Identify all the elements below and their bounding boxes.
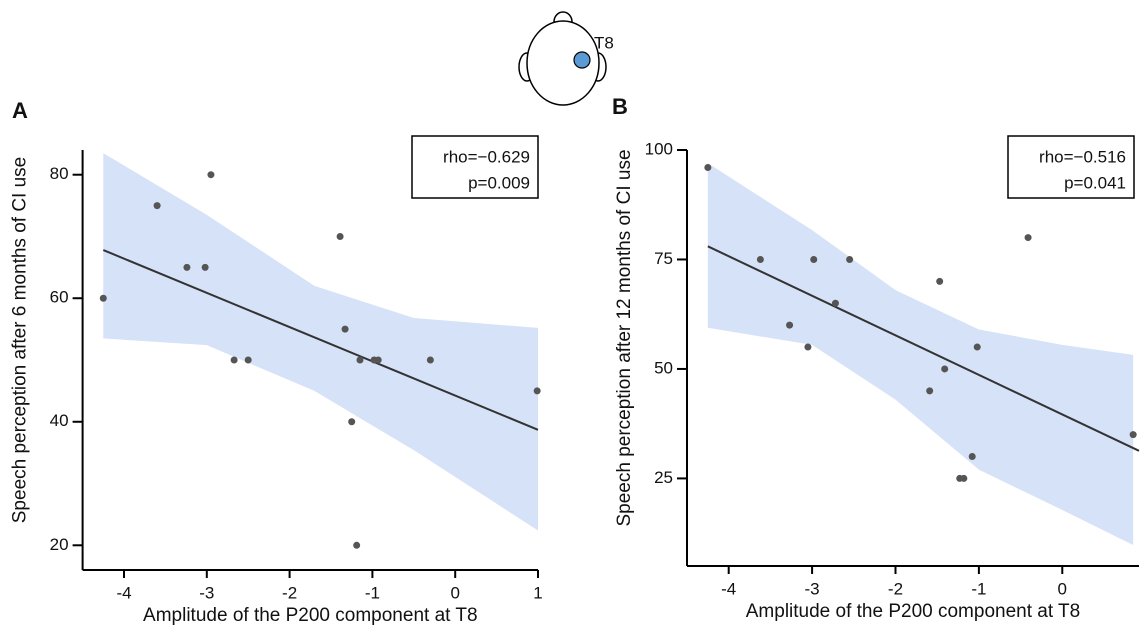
data-point xyxy=(99,294,107,302)
scatter-panel: 25 50 75 100 -4 -3 -2 -1 0 Amplitude of the P200 … xyxy=(612,94,1140,622)
stats-box xyxy=(1007,135,1135,199)
data-point xyxy=(244,356,252,364)
x-tick-label: -2 xyxy=(888,579,903,598)
x-axis-label: Amplitude of the P200 component at T8 xyxy=(143,605,477,626)
data-point xyxy=(230,356,238,364)
data-point xyxy=(348,418,356,426)
data-point xyxy=(341,325,349,333)
panel-label: A xyxy=(12,98,28,123)
x-tick-label: 0 xyxy=(1058,579,1067,598)
x-tick-label: -4 xyxy=(721,579,736,598)
panel-label: B xyxy=(612,94,628,119)
data-point xyxy=(846,255,854,263)
electrode xyxy=(573,51,591,69)
data-point xyxy=(804,343,812,351)
head xyxy=(526,20,600,106)
x-tick-label: -3 xyxy=(199,583,214,602)
y-tick-label: 20 xyxy=(50,535,69,554)
x-tick-label: -3 xyxy=(805,579,820,598)
data-point xyxy=(960,474,968,482)
data-point xyxy=(533,387,541,395)
x-tick-label: -1 xyxy=(971,579,986,598)
data-point xyxy=(756,255,764,263)
data-point xyxy=(183,263,191,271)
head-icon: T8 xyxy=(518,11,614,106)
y-tick-label: 50 xyxy=(654,358,673,377)
data-point xyxy=(201,263,209,271)
stats-text: p=0.009 xyxy=(468,173,530,192)
data-point xyxy=(1024,234,1032,242)
confidence-band xyxy=(707,163,1134,545)
x-axis-label: Amplitude of the P200 component at T8 xyxy=(746,601,1080,622)
data-point xyxy=(704,164,712,172)
data-point xyxy=(353,541,361,549)
x-tick-label: 0 xyxy=(450,583,459,602)
y-tick-label: 40 xyxy=(50,411,69,430)
data-point xyxy=(153,202,161,210)
data-point xyxy=(374,356,382,364)
x-tick-label: -1 xyxy=(365,583,380,602)
y-tick-label: 75 xyxy=(654,249,673,268)
data-point xyxy=(926,387,934,395)
data-point xyxy=(936,277,944,285)
data-point xyxy=(336,232,344,240)
y-tick-label: 60 xyxy=(50,288,69,307)
data-point xyxy=(810,255,818,263)
y-tick-label: 100 xyxy=(645,139,673,158)
stats-text: p=0.041 xyxy=(1064,173,1126,192)
electrode-label: T8 xyxy=(594,33,614,52)
data-point xyxy=(786,321,794,329)
regression-line xyxy=(102,249,539,431)
regression-line xyxy=(707,245,1140,452)
y-axis-label: Speech perception after 6 months of CI u… xyxy=(10,157,31,524)
data-point xyxy=(973,343,981,351)
stats-box xyxy=(411,135,539,199)
data-point xyxy=(1129,431,1137,439)
y-tick-label: 80 xyxy=(50,164,69,183)
stats-text: rho=−0.516 xyxy=(1039,147,1126,166)
x-tick-label: 1 xyxy=(533,583,542,602)
y-axis-label: Speech perception after 12 months of CI … xyxy=(614,149,635,526)
data-point xyxy=(426,356,434,364)
data-point xyxy=(831,299,839,307)
scatter-panel: 20 40 60 80 -4 -3 -2 -1 0 1 Amplitude of the P200 … xyxy=(10,98,543,626)
data-point xyxy=(207,171,215,179)
confidence-band xyxy=(103,153,539,531)
data-point xyxy=(356,356,364,364)
data-point xyxy=(941,365,949,373)
stats-text: rho=−0.629 xyxy=(443,147,530,166)
x-tick-label: -4 xyxy=(116,583,131,602)
x-tick-label: -2 xyxy=(282,583,297,602)
data-point xyxy=(968,453,976,461)
y-tick-label: 25 xyxy=(654,468,673,487)
